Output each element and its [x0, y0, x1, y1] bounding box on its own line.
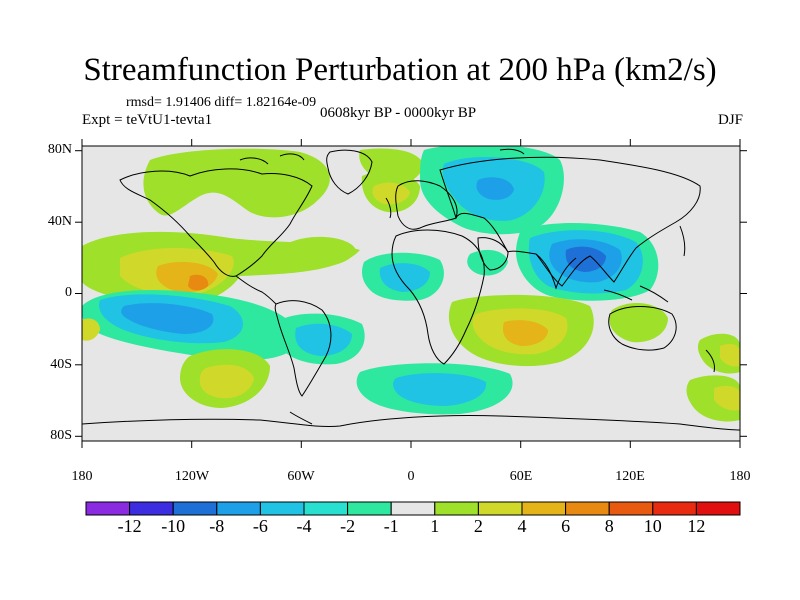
colorbar-box	[390, 501, 436, 516]
contour-sepac-4	[121, 303, 214, 334]
contour-sasia-6	[565, 246, 606, 272]
colorbar-label: 12	[687, 516, 706, 536]
contour-samerica-2	[295, 323, 352, 356]
contour-natl-4	[372, 182, 410, 205]
colorbar-box	[303, 501, 349, 516]
coast-new-zealand	[705, 349, 715, 373]
lon-label-180e: 180	[729, 469, 751, 484]
colorbar-label: 1	[430, 516, 440, 536]
colorbar-label: 2	[473, 516, 483, 536]
colorbar-box	[521, 501, 567, 516]
lat-label-40n: 40N	[47, 214, 72, 229]
coast-japan	[679, 225, 686, 257]
season-label: DJF	[717, 112, 743, 128]
colorbar-label: 4	[517, 516, 527, 536]
contour-sind-6	[502, 320, 548, 346]
chart-title: Streamfunction Perturbation at 200 hPa (…	[83, 52, 717, 88]
coast-asia	[439, 156, 701, 287]
colorbar-box	[695, 501, 741, 516]
colorbar-box	[216, 501, 261, 516]
colorbar-label: 6	[561, 516, 571, 536]
experiment-label: Expt = teVtU1-tevta1	[82, 112, 213, 128]
colorbar-box	[652, 501, 697, 516]
contour-w-edge	[82, 318, 100, 341]
lon-label-60e: 60E	[509, 469, 533, 484]
rmsd-stats: rmsd= 1.91406 diff= 1.82164e-09	[126, 95, 317, 110]
coast-south-america	[274, 300, 332, 397]
colorbar-boxes	[85, 501, 741, 516]
contour-arabia	[467, 249, 508, 276]
contour-s-indian-hl2	[714, 386, 740, 411]
colorbar-box	[259, 501, 305, 516]
coast-australia	[608, 306, 677, 351]
coast-british-isles	[385, 197, 392, 219]
colorbar-box	[129, 501, 174, 516]
colorbar-label: -2	[340, 516, 356, 536]
lon-label-120w: 120W	[174, 469, 210, 484]
colorbar-box	[172, 501, 218, 516]
contour-africa-n2	[379, 263, 430, 292]
lon-label-0: 0	[407, 469, 415, 484]
colorbar-box	[434, 501, 479, 516]
colorbar-label: 8	[604, 516, 614, 536]
contour-npac-8	[188, 274, 209, 291]
contour-europe-pos	[284, 236, 356, 266]
colorbar-box	[85, 501, 131, 516]
colorbar-box	[347, 501, 392, 516]
coast-europe	[395, 180, 458, 230]
colorbar-label: -10	[161, 516, 186, 536]
coast-africa	[391, 229, 485, 365]
contour-regions	[82, 146, 740, 422]
coast-india	[535, 253, 577, 290]
colorbar-box	[477, 501, 523, 516]
coast-north-america	[119, 168, 313, 277]
contour-australia	[609, 303, 668, 343]
contour-pacific-w2	[720, 344, 740, 367]
coast-antarctica	[82, 414, 740, 431]
coast-antarctic-peninsula	[289, 411, 313, 425]
period-label: 0608kyr BP - 0000kyr BP	[320, 105, 477, 121]
lat-label-0: 0	[65, 285, 72, 300]
coast-greenland	[326, 149, 373, 195]
lat-label-80n: 80N	[47, 142, 72, 157]
colorbar-label: 10	[643, 516, 662, 536]
coast-arabia	[477, 237, 509, 271]
colorbar-label: -6	[252, 516, 268, 536]
lat-label-80s: 80S	[50, 428, 72, 443]
lon-label-60w: 60W	[287, 469, 315, 484]
colorbar-label: -8	[209, 516, 225, 536]
colorbar-box	[608, 501, 654, 516]
coastlines	[82, 148, 740, 431]
contour-satl-2	[393, 373, 487, 406]
colorbar-label: -1	[383, 516, 399, 536]
coast-central-america	[235, 275, 277, 305]
lon-label-180w: 180	[71, 469, 93, 484]
colorbar-label: -12	[117, 516, 142, 536]
lat-label-40s: 40S	[50, 357, 72, 372]
coast-arctic-islands	[239, 148, 525, 165]
colorbar-box	[565, 501, 610, 516]
contour-namerica-n	[143, 148, 330, 218]
contour-spac-4	[199, 364, 254, 399]
contour-eurasia-n4	[476, 177, 514, 200]
lon-label-120e: 120E	[615, 469, 645, 484]
colorbar-label: -4	[296, 516, 312, 536]
axis-ticks	[75, 139, 747, 448]
coast-se-asia	[603, 285, 669, 303]
